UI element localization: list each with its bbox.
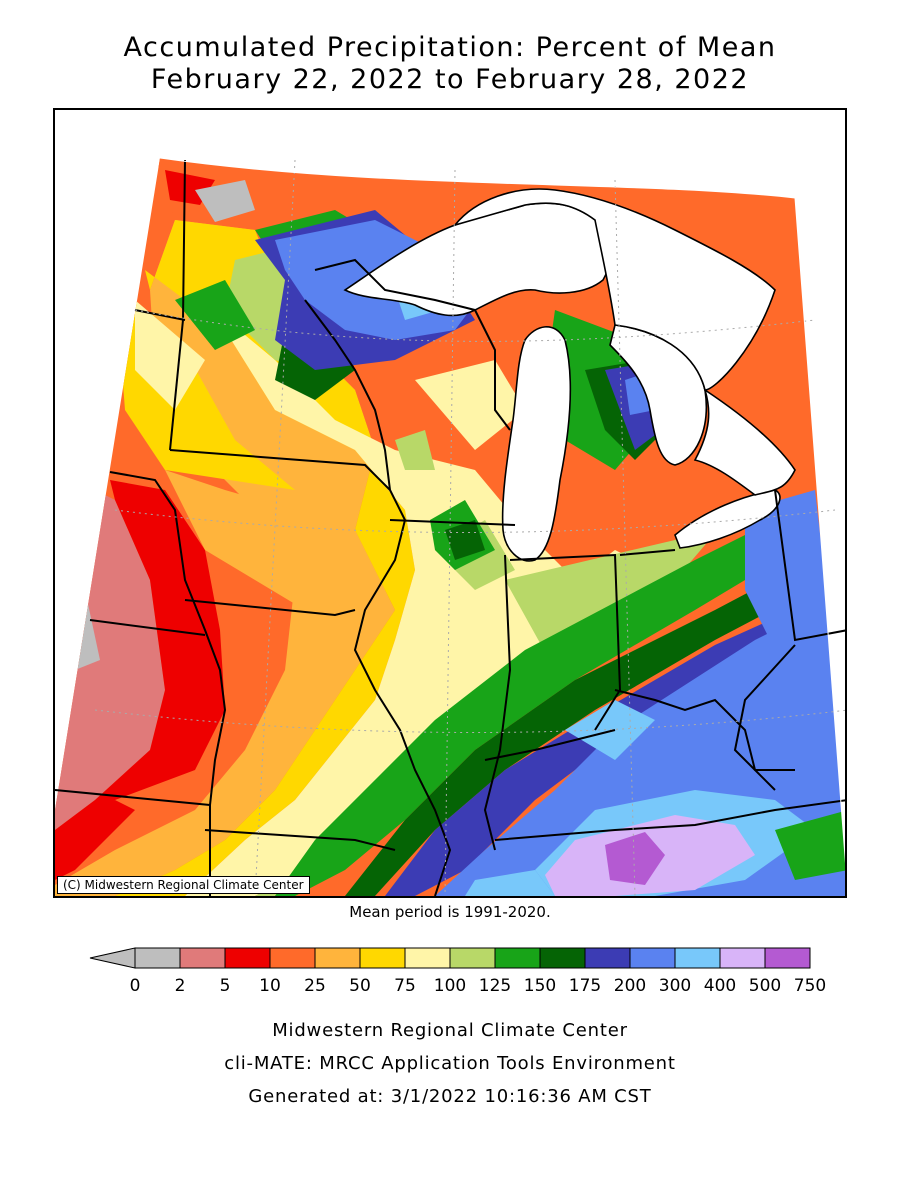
legend-tick-label: 0 xyxy=(129,976,141,996)
graticule xyxy=(94,159,845,896)
legend-swatch xyxy=(179,947,226,969)
copyright-label: (C) Midwestern Regional Climate Center xyxy=(57,876,310,894)
legend-under-arrow xyxy=(89,947,136,969)
legend-tick-label: 750 xyxy=(793,976,827,996)
legend-swatch xyxy=(449,947,496,969)
legend-tick-label: 150 xyxy=(523,976,557,996)
legend-swatch xyxy=(629,947,676,969)
legend-swatch xyxy=(764,947,811,969)
legend-tick-label: 300 xyxy=(658,976,692,996)
legend-tick-label: 75 xyxy=(394,976,416,996)
domain-edge xyxy=(159,157,845,864)
legend-tick-label: 5 xyxy=(219,976,231,996)
precipitation-map: (C) Midwestern Regional Climate Center xyxy=(53,108,847,898)
footer-org: Midwestern Regional Climate Center xyxy=(272,1020,628,1041)
color-legend xyxy=(89,947,811,969)
mean-period-note: Mean period is 1991-2020. xyxy=(349,903,551,921)
legend-swatch xyxy=(134,947,181,969)
legend-tick-label: 50 xyxy=(349,976,371,996)
legend-swatch xyxy=(539,947,586,969)
state-boundaries xyxy=(55,159,845,896)
legend-tick-label: 25 xyxy=(304,976,326,996)
legend-swatch xyxy=(404,947,451,969)
legend-tick-label: 125 xyxy=(478,976,512,996)
legend-tick-label: 500 xyxy=(748,976,782,996)
footer-generated: Generated at: 3/1/2022 10:16:36 AM CST xyxy=(248,1086,652,1107)
legend-tick-label: 100 xyxy=(433,976,467,996)
legend-tick-label: 400 xyxy=(703,976,737,996)
legend-swatch xyxy=(584,947,631,969)
legend-swatch xyxy=(494,947,541,969)
water-bodies xyxy=(343,188,796,562)
map-title: Accumulated Precipitation: Percent of Me… xyxy=(123,32,777,63)
legend-tick-label: 10 xyxy=(259,976,281,996)
legend-swatch xyxy=(269,947,316,969)
legend-swatches xyxy=(134,947,811,969)
legend-swatch xyxy=(224,947,271,969)
legend-tick-label: 175 xyxy=(568,976,602,996)
legend-swatch xyxy=(719,947,766,969)
legend-swatch xyxy=(359,947,406,969)
legend-tick-label: 2 xyxy=(174,976,186,996)
map-canvas xyxy=(55,157,845,896)
map-date-range: February 22, 2022 to February 28, 2022 xyxy=(150,64,750,95)
legend-swatch xyxy=(674,947,721,969)
footer-tool: cli-MATE: MRCC Application Tools Environ… xyxy=(224,1053,676,1074)
legend-tick-label: 200 xyxy=(613,976,647,996)
legend-swatch xyxy=(314,947,361,969)
